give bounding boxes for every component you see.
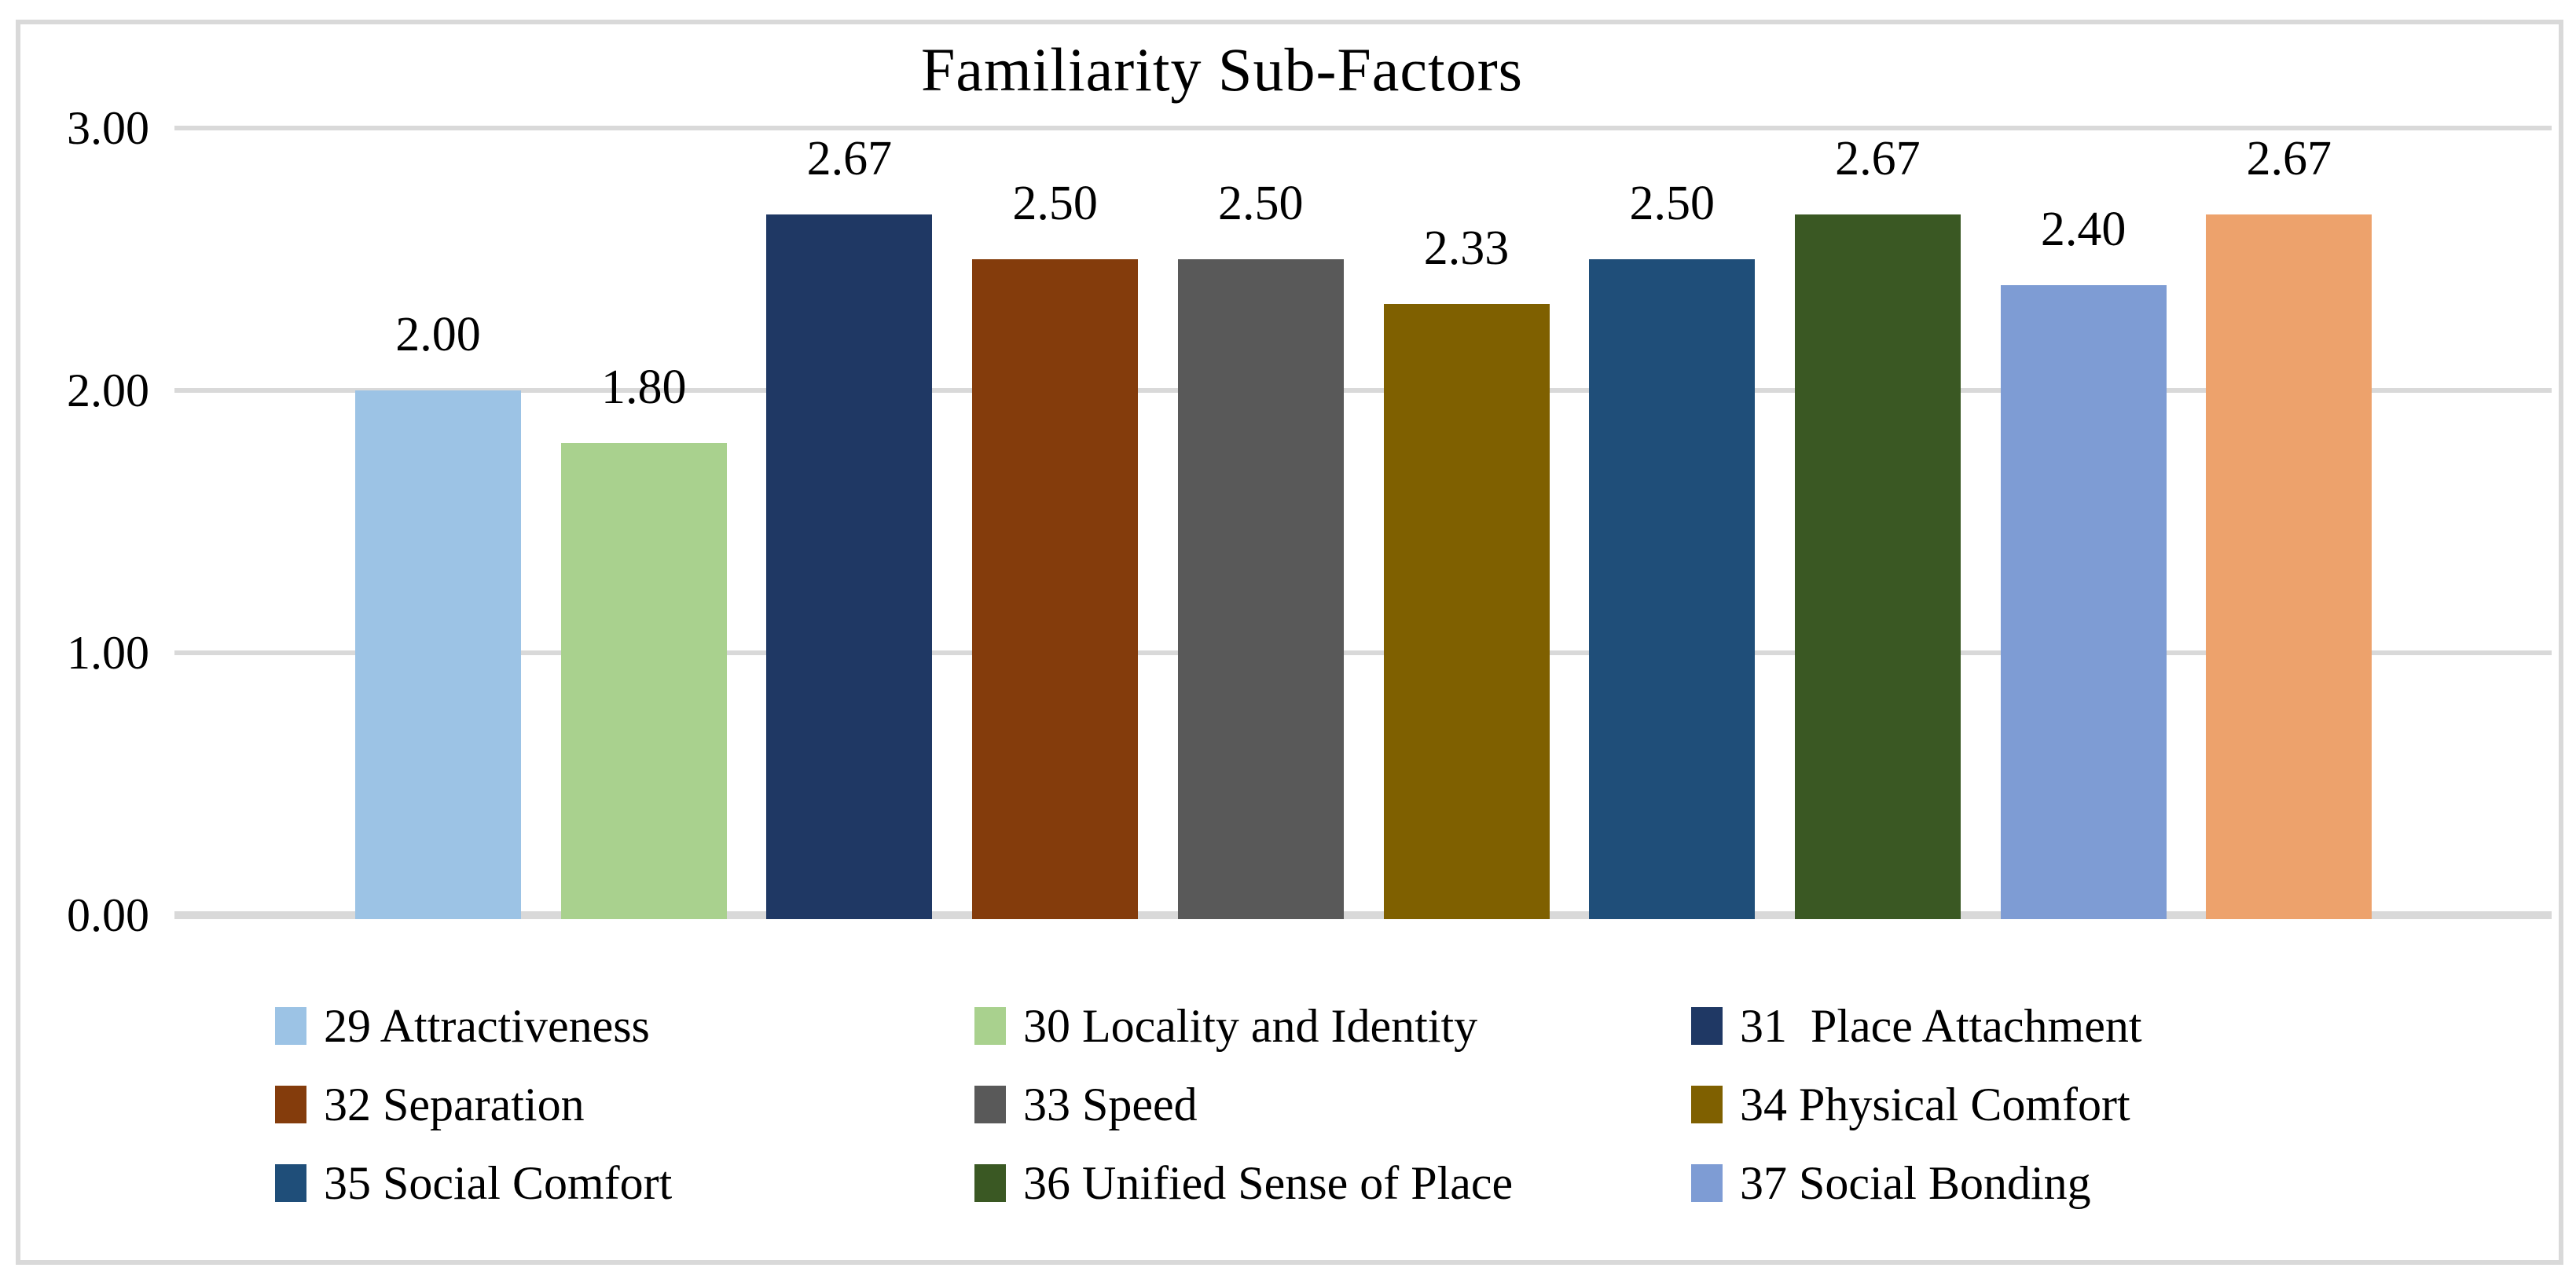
bar <box>972 259 1139 919</box>
bar <box>355 390 521 919</box>
gridline <box>174 388 2552 393</box>
legend-swatch <box>1691 1007 1723 1045</box>
bar-value-label: 2.40 <box>2040 203 2126 257</box>
bar <box>1794 214 1961 919</box>
legend-swatch <box>974 1086 1006 1123</box>
bar <box>2206 214 2372 919</box>
bar <box>560 442 727 919</box>
legend-item: 32 Separation <box>275 1078 974 1132</box>
y-axis-tick-label: 2.00 <box>67 365 149 416</box>
bar-value-label: 2.00 <box>395 308 481 361</box>
bar-value-label: 2.67 <box>1835 132 1921 186</box>
legend-label: 36 Unified Sense of Place <box>1023 1156 1514 1209</box>
legend-swatch <box>275 1086 306 1123</box>
y-axis-tick-label: 3.00 <box>67 102 149 154</box>
chart-frame <box>16 20 2563 1265</box>
x-axis-line <box>174 911 2552 919</box>
legend-item: 29 Attractiveness <box>275 999 974 1053</box>
bar <box>1589 259 1756 919</box>
bar-value-label: 2.50 <box>1218 177 1304 230</box>
legend-swatch <box>275 1164 306 1202</box>
legend-swatch <box>974 1007 1006 1045</box>
bar-value-label: 2.67 <box>806 132 893 186</box>
legend-label: 32 Separation <box>324 1078 585 1130</box>
legend-label: 34 Physical Comfort <box>1740 1078 2130 1130</box>
gridline <box>174 126 2552 130</box>
bar-value-label: 2.33 <box>1423 221 1510 275</box>
legend-swatch <box>1691 1164 1723 1202</box>
legend-label: 29 Attractiveness <box>324 999 650 1052</box>
legend-label: 30 Locality and Identity <box>1023 999 1478 1052</box>
y-axis-tick-label: 0.00 <box>67 889 149 941</box>
legend-label: 31 Place Attachment <box>1740 999 2142 1052</box>
y-axis-tick-label: 1.00 <box>67 627 149 679</box>
bar <box>2000 285 2167 919</box>
legend-label: 33 Speed <box>1023 1078 1198 1130</box>
gridline <box>174 650 2552 655</box>
legend-item: 35 Social Comfort <box>275 1156 974 1211</box>
bar-value-label: 2.50 <box>1629 177 1715 230</box>
bar-value-label: 1.80 <box>600 360 687 414</box>
chart-title: Familiarity Sub-Factors <box>920 35 1524 104</box>
bar <box>766 214 933 919</box>
legend-item: 36 Unified Sense of Place <box>974 1156 1691 1211</box>
legend: 29 Attractiveness 30 Locality and Identit… <box>275 987 2397 1222</box>
legend-item: 30 Locality and Identity <box>974 999 1691 1053</box>
legend-swatch <box>275 1007 306 1045</box>
bar <box>1383 303 1550 919</box>
legend-label: 35 Social Comfort <box>324 1156 673 1209</box>
legend-item: 31 Place Attachment <box>1691 999 2397 1053</box>
bar-value-label: 2.67 <box>2246 132 2332 186</box>
legend-item: 37 Social Bonding <box>1691 1156 2397 1211</box>
legend-item: 33 Speed <box>974 1078 1691 1132</box>
bar <box>1177 259 1344 919</box>
legend-swatch <box>1691 1086 1723 1123</box>
legend-swatch <box>974 1164 1006 1202</box>
legend-label: 37 Social Bonding <box>1740 1156 2091 1209</box>
legend-item: 34 Physical Comfort <box>1691 1078 2397 1132</box>
bar-value-label: 2.50 <box>1012 177 1098 230</box>
